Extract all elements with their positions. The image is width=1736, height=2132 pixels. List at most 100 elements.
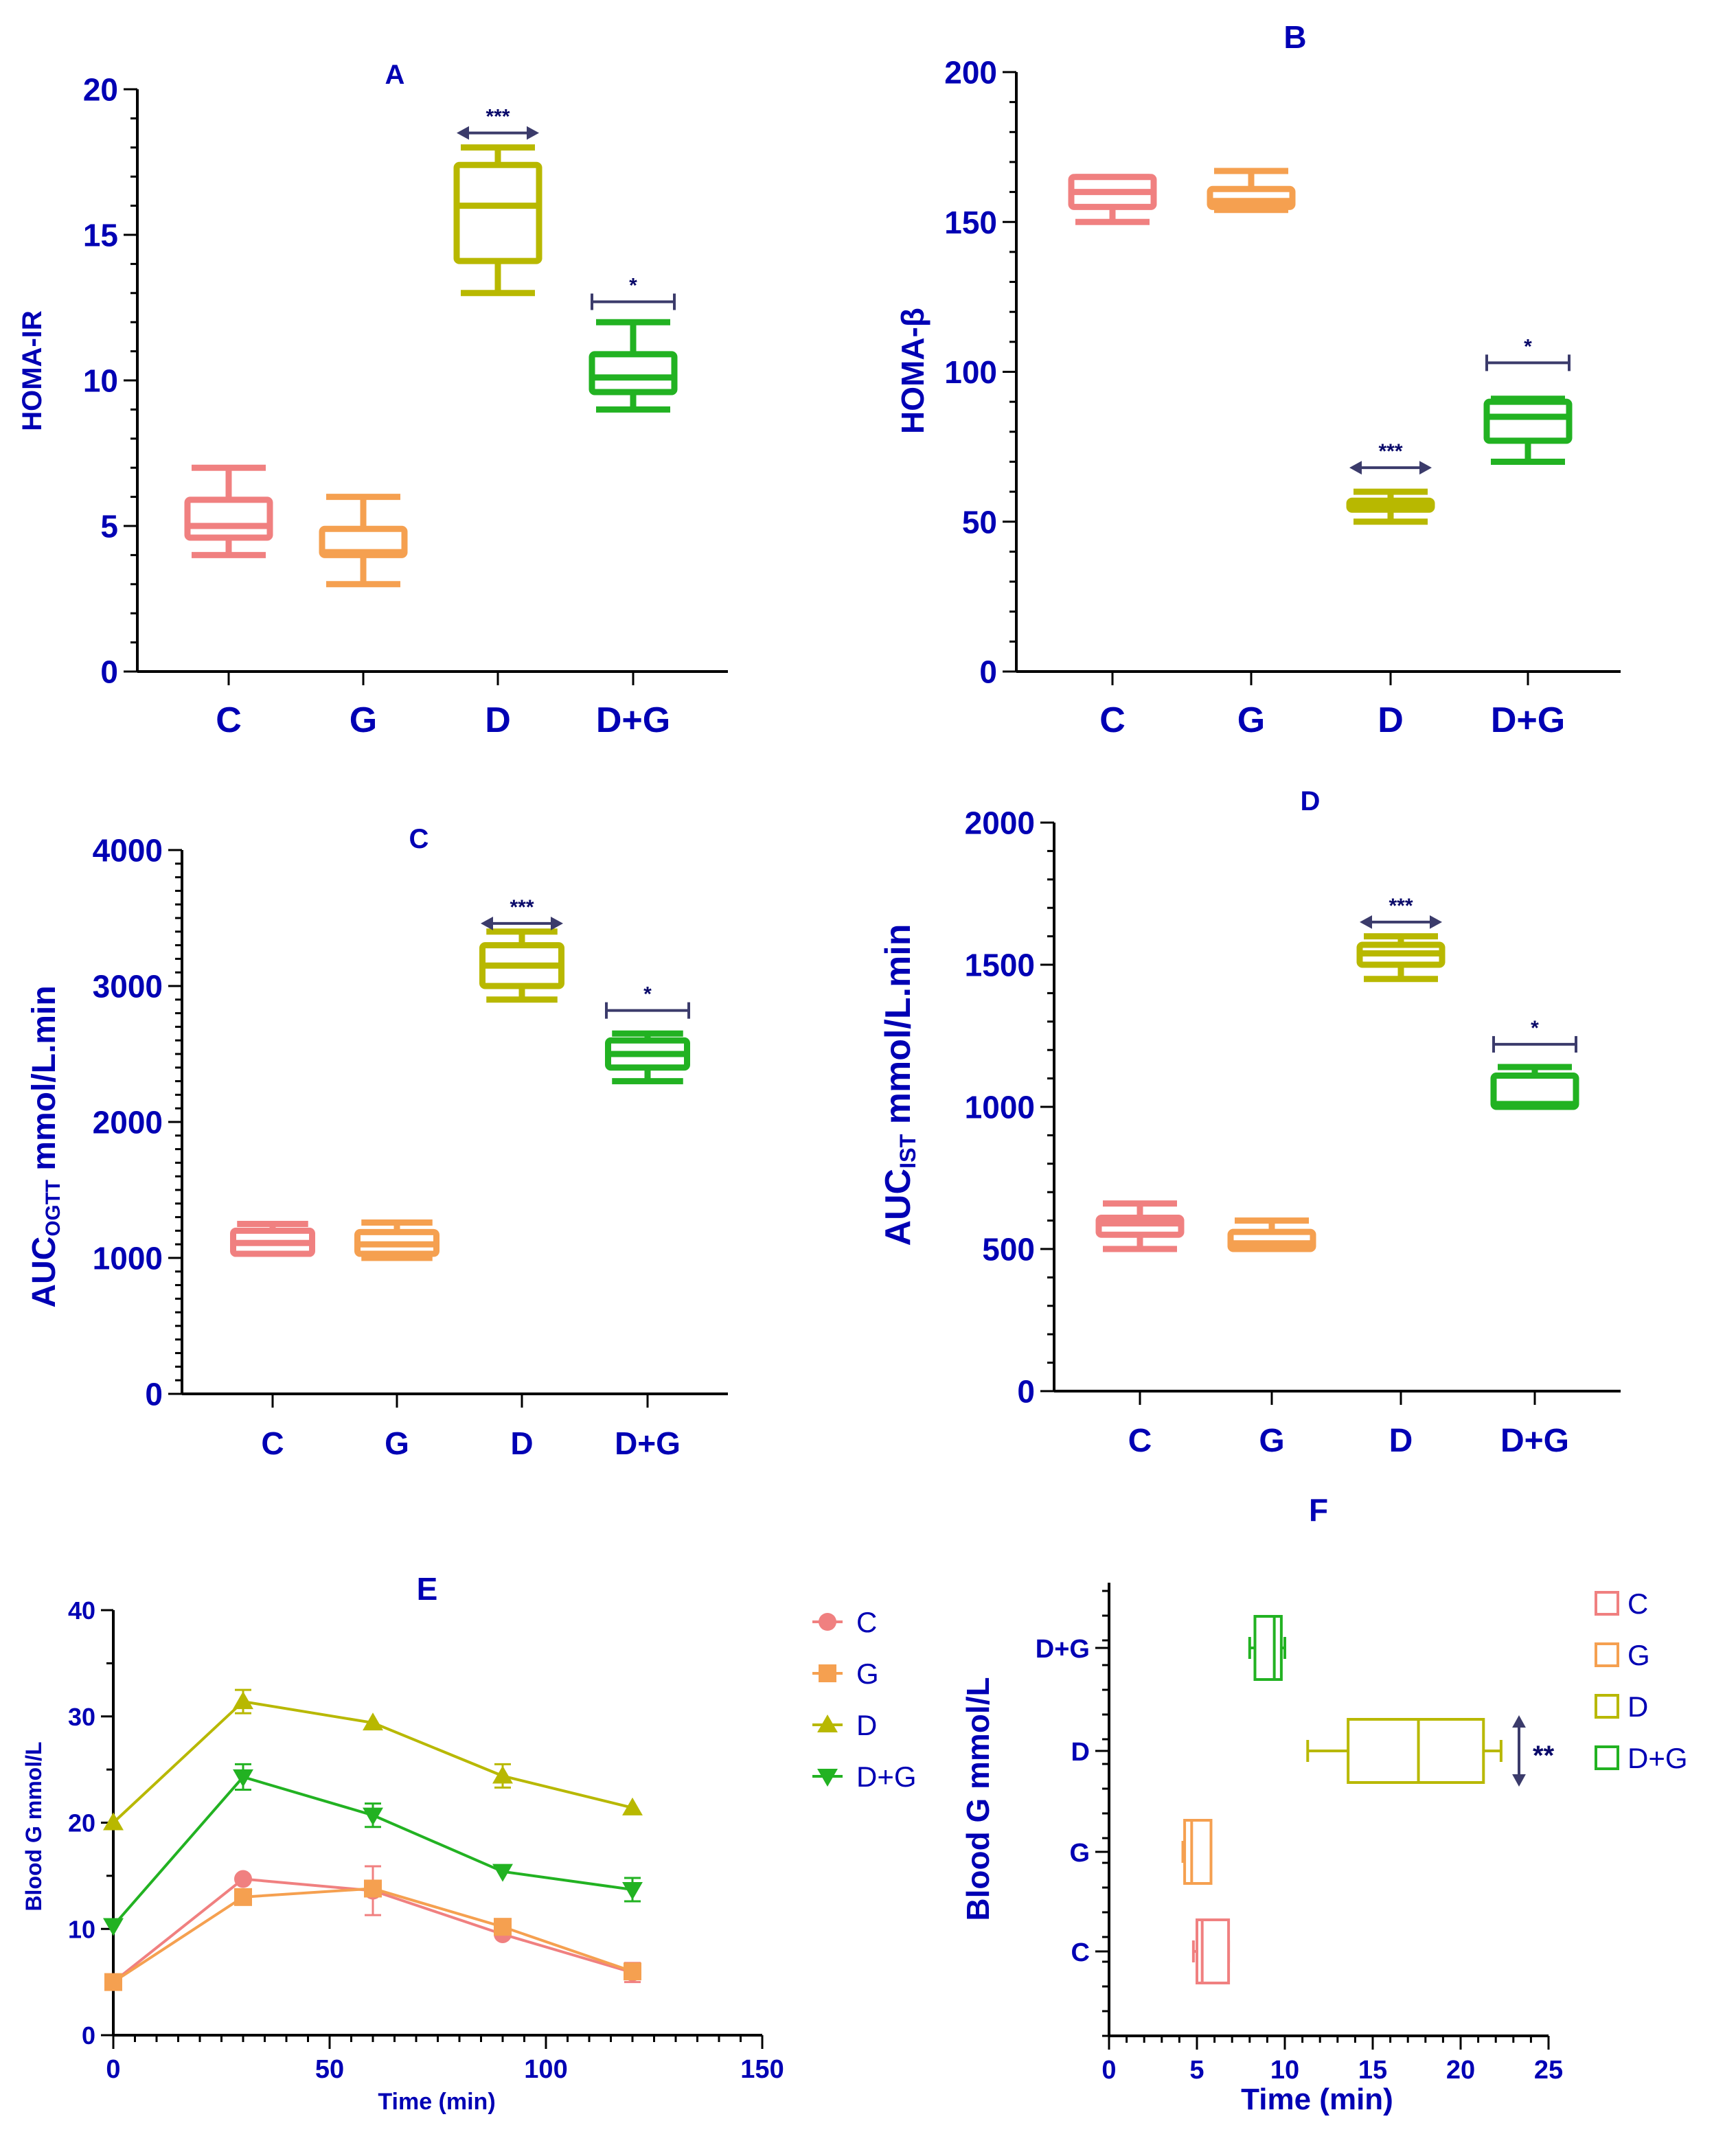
y-axis-label: AUCIST mmol/L.min — [878, 924, 920, 1246]
significance-d: ** — [1512, 1715, 1555, 1787]
box-d — [1346, 488, 1435, 525]
panel-title: A — [385, 60, 405, 90]
significance-dplusg: * — [1492, 1017, 1577, 1053]
y-axis-label-sub: OGTT — [42, 1180, 65, 1237]
y-axis-label: AUCOGTT mmol/L.min — [26, 985, 65, 1307]
marker-square — [494, 1918, 512, 1936]
y-tick-label: 1500 — [965, 948, 1035, 983]
y-tick-label: 10 — [68, 1915, 95, 1943]
legend-swatch — [1595, 1694, 1619, 1719]
legend-label: D+G — [856, 1761, 917, 1793]
significance-d: *** — [457, 106, 539, 140]
x-tick-label: D — [1389, 1423, 1413, 1459]
y-tick-label: 20 — [83, 72, 118, 108]
y-tick-label: 150 — [944, 205, 997, 240]
box-d — [479, 928, 564, 1003]
x-tick-label: C — [1128, 1423, 1152, 1459]
box-dplusg — [1483, 396, 1573, 465]
panel-title: D — [1301, 786, 1321, 816]
box-c — [184, 464, 273, 558]
y-tick-label: 15 — [83, 218, 118, 253]
y-axis-label: HOMA-IR — [17, 310, 47, 431]
x-tick-label: G — [350, 700, 377, 740]
x-tick-label: 150 — [740, 2055, 784, 2084]
y-tick-label: 0 — [1017, 1374, 1035, 1410]
marker-triangle-up — [817, 1715, 838, 1733]
iqr-box — [1347, 1718, 1485, 1784]
marker-circle — [234, 1870, 252, 1888]
sig-arrow-head — [457, 126, 469, 140]
significance-dplusg: * — [605, 983, 690, 1019]
marker-triangle-down — [103, 1918, 124, 1936]
panel-e: 0 10 20 30 40 0 50 100 150 CGD D+G E Time (min) Blood… — [21, 1571, 917, 2115]
sig-arrow-head — [551, 917, 563, 930]
x-tick-label: 25 — [1534, 2056, 1563, 2085]
y-tick-label: 3000 — [93, 969, 163, 1005]
x-tick-label: 0 — [1101, 2056, 1116, 2085]
significance-d: *** — [1360, 895, 1442, 929]
y-tick-label: 0 — [979, 654, 997, 690]
marker-circle — [819, 1613, 836, 1631]
y-tick-label: 30 — [68, 1703, 95, 1731]
sig-label: *** — [510, 896, 534, 919]
legend-label: D+G — [1628, 1742, 1688, 1774]
box-g — [1227, 1217, 1316, 1252]
y-tick-label: 50 — [962, 504, 997, 540]
x-tick-label: G — [1259, 1423, 1284, 1459]
iqr-box — [184, 496, 273, 541]
marker-triangle-down — [233, 1769, 253, 1787]
significance-d: *** — [481, 896, 563, 930]
marker-square — [819, 1664, 836, 1682]
significance-dplusg: * — [591, 275, 676, 310]
y-tick-label: C — [1071, 1938, 1090, 1967]
marker-triangle-up — [492, 1765, 513, 1784]
y-tick-label: 5 — [100, 509, 118, 545]
y-tick-label: 10 — [83, 363, 118, 399]
x-tick-label: C — [1099, 700, 1126, 740]
y-axis-label: HOMA-β — [895, 308, 930, 434]
legend-item-c: C — [1595, 1587, 1648, 1620]
x-tick-label: C — [261, 1425, 284, 1461]
legend-swatch — [1595, 1591, 1619, 1616]
legend-item-d: D — [812, 1709, 877, 1741]
x-tick-label: 50 — [315, 2055, 344, 2084]
box-g — [319, 494, 408, 588]
y-tick-label: D — [1071, 1738, 1090, 1767]
x-tick-label: G — [385, 1425, 409, 1461]
sig-arrow-head — [1512, 1774, 1526, 1787]
significance-d: *** — [1349, 440, 1432, 475]
marker-square — [624, 1962, 641, 1981]
legend-label: D — [856, 1709, 877, 1741]
x-tick-label: 20 — [1446, 2056, 1475, 2085]
marker-triangle-down — [622, 1881, 643, 1900]
y-tick-label: D+G — [1036, 1635, 1090, 1664]
panel-title: E — [417, 1571, 438, 1607]
sig-label: * — [629, 275, 637, 297]
sig-arrow-head — [1419, 461, 1432, 475]
legend-item-g: G — [1595, 1639, 1650, 1671]
marker-triangle-up — [363, 1712, 383, 1731]
sig-label: * — [1524, 335, 1532, 358]
iqr-box — [589, 351, 678, 396]
panel-title: C — [409, 824, 429, 854]
x-tick-label: 100 — [524, 2055, 567, 2084]
series-g — [104, 1879, 641, 1991]
y-tick-label: 20 — [68, 1809, 95, 1837]
sig-arrow-head — [1349, 461, 1362, 475]
iqr-box — [1483, 398, 1573, 444]
legend-swatch — [1595, 1745, 1619, 1770]
sig-label: *** — [1389, 895, 1413, 917]
x-tick-label: G — [1237, 700, 1265, 740]
sig-label: *** — [1378, 440, 1402, 463]
x-tick-label: D+G — [596, 700, 670, 740]
y-tick-label: 2000 — [93, 1105, 163, 1140]
marker-triangle-down — [363, 1807, 383, 1826]
sig-arrow-head — [527, 126, 539, 140]
x-axis-label: Time (min) — [1241, 2083, 1393, 2116]
box-c — [1095, 1200, 1185, 1252]
